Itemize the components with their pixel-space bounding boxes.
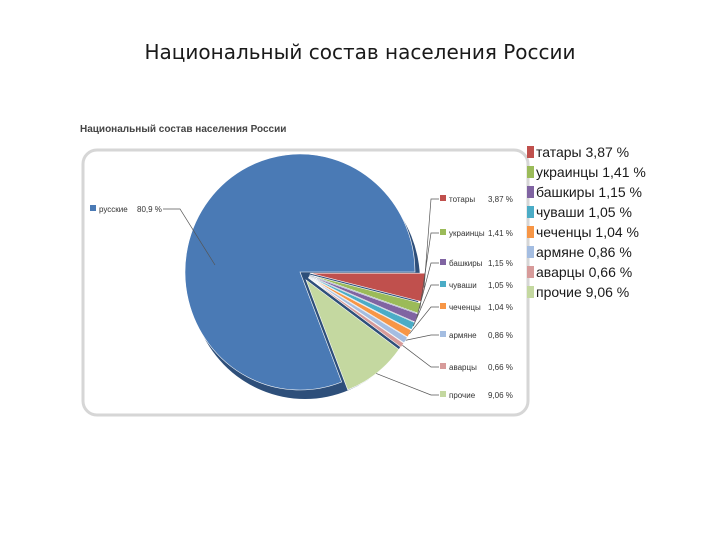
pie-slice-1 — [184, 153, 416, 391]
leader-line-1 — [163, 208, 216, 266]
leader-line-6 — [409, 306, 439, 334]
leader-line-2 — [423, 198, 439, 288]
data-label-value-2: 3,87 % — [488, 195, 513, 204]
legend-value-7: 0,66 % — [588, 264, 633, 280]
data-label-value-3: 1,41 % — [488, 229, 513, 238]
data-label-value-4: 1,15 % — [488, 259, 513, 268]
legend-swatch-6 — [527, 246, 534, 258]
legend-label-8: прочие — [536, 284, 586, 300]
leader-line-3 — [419, 232, 439, 309]
leader-line-7 — [405, 334, 439, 341]
legend-item-4: чуваши 1,05 % — [527, 202, 667, 222]
legend-value-2: 1,41 % — [602, 164, 646, 180]
data-label-value-7: 0,86 % — [488, 331, 513, 340]
label-swatch-2 — [440, 195, 446, 201]
legend-value-5: 1,04 % — [595, 224, 639, 240]
legend-item-5: чеченцы 1,04 % — [527, 222, 667, 242]
data-label-name-1: русские — [99, 205, 128, 214]
chart-title: Национальный состав населения России — [80, 124, 286, 135]
legend-swatch-1 — [527, 146, 534, 158]
legend-item-6: армяне 0,86 % — [527, 242, 667, 262]
data-label-name-8: аварцы — [449, 363, 477, 372]
label-swatch-3 — [440, 229, 446, 235]
legend-item-8: прочие 9,06 % — [527, 282, 667, 302]
pie-slice-3 — [309, 274, 422, 314]
legend-label-1: татары — [536, 144, 586, 160]
legend-label-4: чуваши — [536, 204, 589, 220]
legend-swatch-2 — [527, 166, 534, 178]
legend-value-3: 1,15 % — [598, 184, 642, 200]
legend-label-7: аварцы — [536, 264, 589, 280]
legend-label-5: чеченцы — [536, 224, 596, 240]
legend-label-6: армяне — [536, 244, 589, 260]
data-label-value-8: 0,66 % — [488, 363, 513, 372]
label-swatch-8 — [440, 363, 446, 369]
legend-item-3: башкиры 1,15 % — [527, 182, 667, 202]
data-label-name-2: тотары — [449, 195, 475, 204]
label-swatch-5 — [440, 281, 446, 287]
leader-line-9 — [376, 373, 439, 396]
leader-line-4 — [416, 262, 439, 319]
label-swatch-4 — [440, 259, 446, 265]
legend-item-7: аварцы 0,66 % — [527, 262, 667, 282]
legend-swatch-3 — [527, 186, 534, 198]
data-label-name-6: чеченцы — [449, 303, 481, 312]
label-swatch-1 — [90, 205, 96, 211]
legend-item-1: татары 3,87 % — [527, 142, 667, 162]
legend-value-6: 0,86 % — [588, 244, 632, 260]
data-label-value-9: 9,06 % — [488, 391, 513, 400]
legend-swatch-8 — [527, 286, 534, 298]
legend-value-4: 1,05 % — [588, 204, 632, 220]
leader-line-8 — [402, 345, 439, 368]
legend-swatch-5 — [527, 226, 534, 238]
legend-value-1: 3,87 % — [585, 144, 630, 160]
data-label-value-5: 1,05 % — [488, 281, 513, 290]
label-swatch-9 — [440, 391, 446, 397]
data-label-name-3: украинцы — [449, 229, 485, 238]
slide-title: Национальный состав населения России — [144, 40, 576, 64]
data-label-value-6: 1,04 % — [488, 303, 513, 312]
leader-line-5 — [412, 284, 439, 327]
data-label-name-9: прочие — [449, 391, 476, 400]
chart-legend: татары 3,87 % украинцы 1,41 % башкиры 1,15… — [527, 142, 667, 302]
data-label-value-1: 80,9 % — [137, 205, 162, 214]
data-labels: русские 80,9 % тотары 3,87 % украинцы 1,41 % б… — [90, 195, 513, 400]
label-swatch-7 — [440, 331, 446, 337]
data-label-name-5: чуваши — [449, 281, 477, 290]
pie-slices — [184, 153, 426, 399]
label-swatch-6 — [440, 303, 446, 309]
legend-label-2: украинцы — [536, 164, 603, 180]
legend-value-8: 9,06 % — [585, 284, 630, 300]
legend-swatch-4 — [527, 206, 534, 218]
data-label-name-4: башкиры — [449, 259, 483, 268]
legend-label-3: башкиры — [536, 184, 599, 200]
legend-item-2: украинцы 1,41 % — [527, 162, 667, 182]
data-label-name-7: армяне — [449, 331, 477, 340]
legend-swatch-7 — [527, 266, 534, 278]
